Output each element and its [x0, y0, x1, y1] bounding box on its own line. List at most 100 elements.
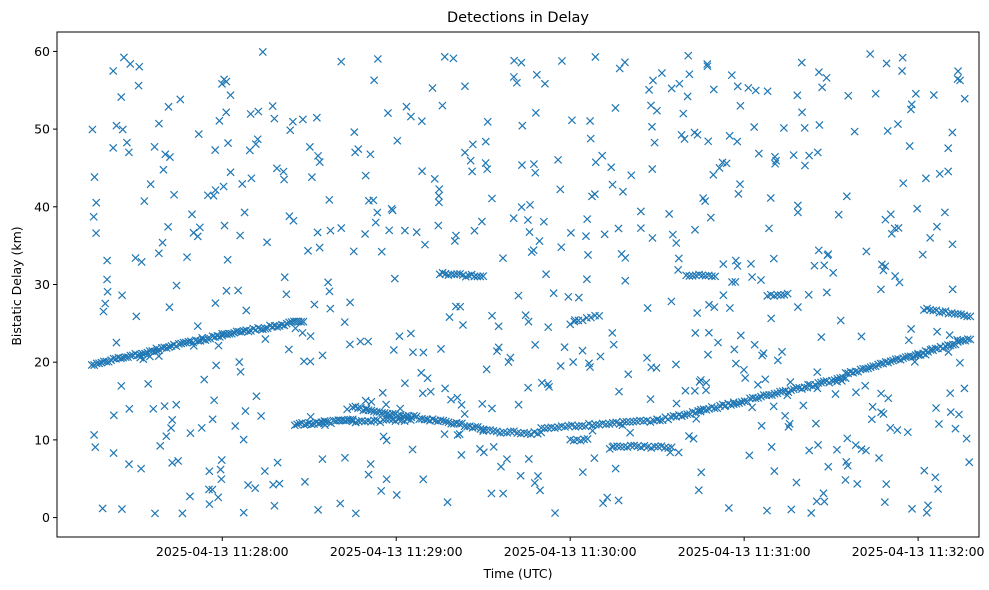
data-point-x-marker: [440, 52, 449, 61]
data-point-x-marker: [948, 285, 957, 294]
data-point-x-marker: [881, 262, 890, 271]
data-point-x-marker: [489, 426, 498, 435]
data-point-x-marker: [517, 58, 526, 67]
y-tick-label: 0: [42, 510, 50, 525]
data-point-x-marker: [938, 307, 947, 316]
data-point-x-marker: [531, 340, 540, 349]
data-point-x-marker: [899, 354, 908, 363]
data-point-x-marker: [211, 186, 220, 195]
data-point-x-marker: [390, 274, 399, 283]
data-point-x-marker: [460, 409, 469, 418]
data-point-x-marker: [357, 416, 366, 425]
data-point-x-marker: [850, 127, 859, 136]
data-point-x-marker: [851, 441, 860, 450]
data-point-x-marker: [453, 393, 462, 402]
data-point-x-marker: [531, 108, 540, 117]
data-point-x-marker: [800, 161, 809, 170]
data-point-x-marker: [387, 204, 396, 213]
data-point-x-marker: [844, 91, 853, 100]
data-point-x-marker: [209, 191, 218, 200]
data-point-x-marker: [694, 406, 703, 415]
data-point-x-marker: [88, 125, 97, 134]
data-point-x-marker: [524, 317, 533, 326]
data-point-x-marker: [807, 508, 816, 518]
data-point-x-marker: [866, 50, 875, 59]
data-point-x-marker: [124, 460, 134, 469]
data-point-x-marker: [417, 368, 426, 377]
data-point-x-marker: [315, 158, 324, 167]
data-point-x-marker: [704, 300, 714, 309]
data-point-x-marker: [583, 250, 593, 259]
data-point-x-marker: [956, 76, 965, 85]
data-point-x-marker: [922, 508, 931, 517]
data-point-x-marker: [236, 367, 245, 376]
data-point-x-marker: [645, 85, 654, 94]
data-point-x-marker: [494, 322, 503, 331]
data-point-x-marker: [750, 123, 759, 132]
data-point-x-marker: [310, 300, 319, 309]
data-point-x-marker: [702, 378, 711, 387]
data-point-x-marker: [239, 508, 248, 517]
data-point-x-marker: [275, 479, 284, 488]
data-point-x-marker: [540, 424, 549, 433]
data-point-x-marker: [793, 201, 802, 210]
data-point-x-marker: [766, 193, 775, 203]
data-point-x-marker: [436, 344, 445, 353]
data-point-x-marker: [97, 358, 106, 367]
data-point-x-marker: [326, 226, 335, 235]
data-point-x-marker: [736, 331, 745, 340]
data-point-x-marker: [944, 309, 953, 318]
data-point-x-marker: [799, 401, 808, 410]
data-point-x-marker: [810, 261, 819, 270]
data-point-x-marker: [269, 480, 278, 489]
data-point-x-marker: [340, 318, 349, 327]
data-point-x-marker: [98, 504, 107, 513]
data-point-x-marker: [509, 214, 518, 223]
data-point-x-marker: [165, 342, 174, 351]
data-point-x-marker: [109, 143, 118, 152]
data-point-x-marker: [216, 465, 225, 474]
data-point-x-marker: [907, 100, 916, 109]
data-point-x-marker: [648, 165, 657, 174]
data-point-x-marker: [426, 387, 435, 396]
data-point-x-marker: [324, 278, 333, 287]
data-point-x-marker: [667, 443, 676, 452]
data-point-x-marker: [360, 417, 369, 426]
data-point-x-marker: [288, 117, 297, 126]
data-point-x-marker: [657, 69, 666, 78]
data-point-x-marker: [767, 314, 776, 323]
data-point-x-marker: [891, 272, 900, 281]
data-point-x-marker: [754, 393, 763, 402]
data-point-x-marker: [521, 311, 530, 320]
data-point-x-marker: [647, 122, 656, 131]
data-point-x-marker: [834, 210, 843, 219]
data-point-x-marker: [230, 328, 239, 337]
data-point-x-marker: [963, 312, 972, 321]
data-point-x-marker: [728, 278, 737, 287]
data-point-x-marker: [253, 135, 262, 144]
data-point-x-marker: [622, 417, 631, 426]
data-point-x-marker: [290, 421, 299, 430]
data-point-x-marker: [773, 356, 782, 365]
data-point-x-marker: [655, 416, 664, 425]
data-point-x-marker: [684, 432, 693, 441]
data-point-x-marker: [933, 327, 942, 336]
data-point-x-marker: [849, 368, 858, 377]
data-point-x-marker: [172, 400, 181, 409]
data-point-x-marker: [434, 198, 443, 207]
data-point-x-marker: [174, 339, 183, 348]
data-point-x-marker: [711, 272, 720, 281]
data-point-x-marker: [625, 417, 634, 426]
data-point-x-marker: [621, 276, 630, 285]
data-point-x-marker: [242, 306, 251, 315]
data-point-x-marker: [583, 215, 592, 224]
data-point-x-marker: [222, 77, 231, 86]
data-point-x-marker: [611, 103, 620, 112]
data-point-x-marker: [578, 316, 587, 325]
data-point-x-marker: [739, 365, 748, 374]
data-point-x-marker: [318, 351, 327, 360]
data-point-x-marker: [703, 59, 712, 69]
data-point-x-marker: [536, 486, 545, 495]
data-point-x-marker: [273, 458, 282, 467]
x-tick-label: 2025-04-13 11:30:00: [504, 544, 637, 559]
